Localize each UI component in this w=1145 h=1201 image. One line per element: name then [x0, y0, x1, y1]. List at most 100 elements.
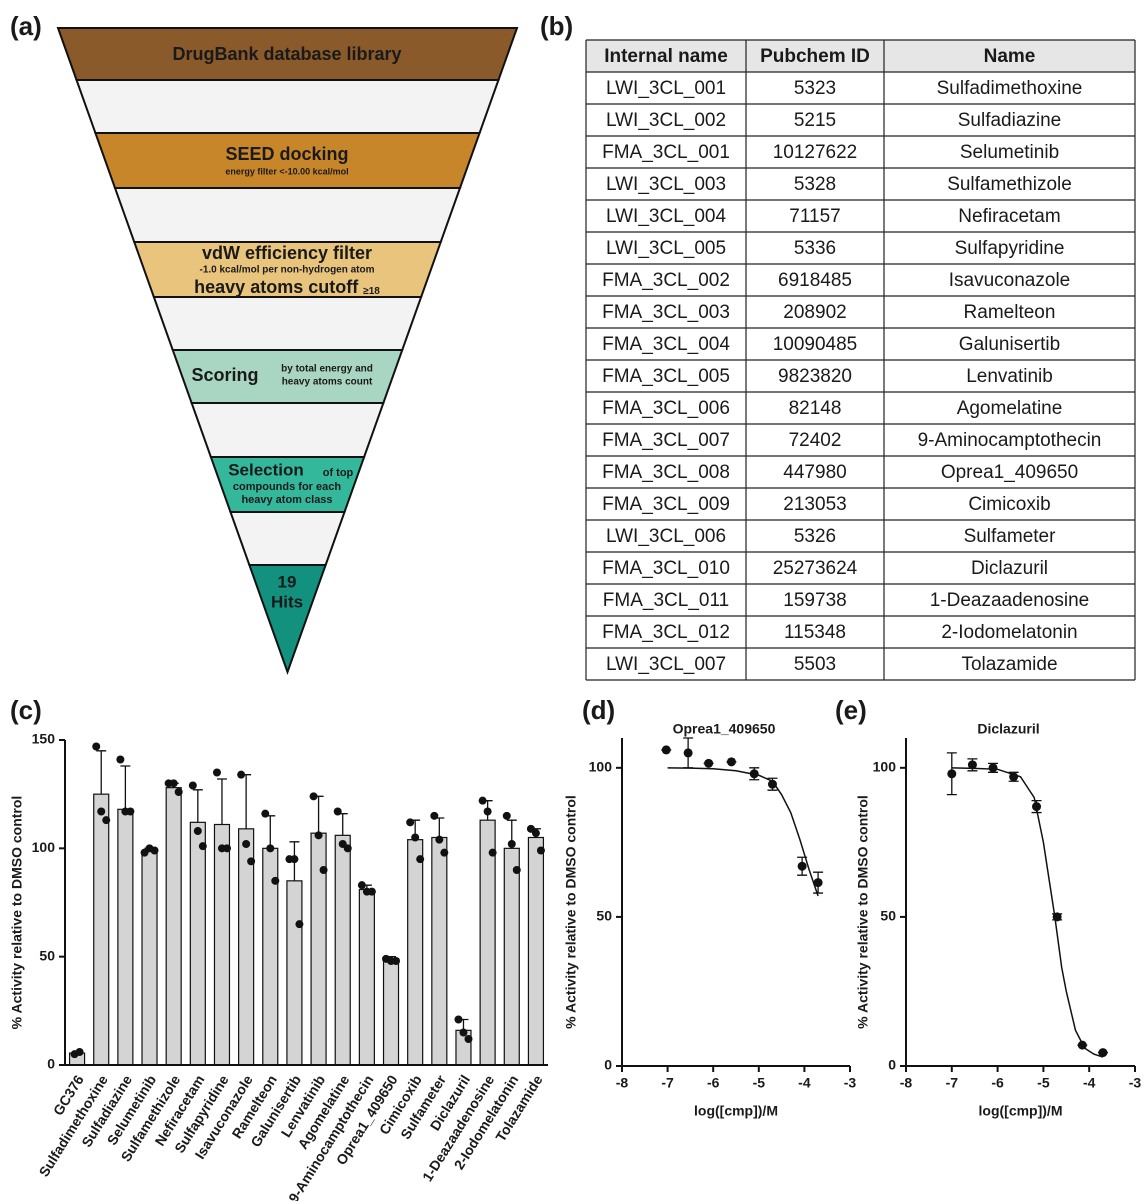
table-cell: FMA_3CL_003	[602, 302, 730, 323]
table-cell: Oprea1_409650	[941, 462, 1078, 483]
funnel-gap	[113, 187, 462, 243]
panel-label: (a)	[10, 11, 42, 41]
x-tick-label: -8	[900, 1075, 913, 1091]
chart-title: Oprea1_409650	[673, 721, 776, 737]
data-point	[683, 748, 693, 758]
y-tick-label: 100	[873, 759, 897, 775]
replicate-point	[169, 779, 178, 788]
x-tick-label: -3	[1129, 1075, 1142, 1091]
stage-note: by total energy and	[281, 364, 373, 375]
y-tick-label: 100	[32, 839, 56, 855]
bar	[479, 819, 496, 1066]
stage-title: SEED docking	[225, 144, 348, 164]
panel-label: (c)	[10, 695, 42, 725]
replicate-point	[92, 742, 101, 751]
y-tick-label: 0	[604, 1057, 612, 1073]
y-tick-label: 100	[589, 759, 613, 775]
replicate-point	[531, 829, 540, 838]
table-cell: LWI_3CL_005	[606, 238, 726, 259]
error-bar	[96, 750, 107, 795]
x-tick-label: -4	[1083, 1075, 1096, 1091]
bar	[141, 849, 158, 1066]
replicate-point	[237, 770, 246, 779]
bar	[213, 823, 231, 1066]
table-cell: Sulfadimethoxine	[937, 78, 1083, 99]
data-point	[704, 758, 714, 768]
table-cell: Selumetinib	[960, 142, 1059, 163]
table-cell: FMA_3CL_006	[602, 398, 730, 419]
x-tick-label: -6	[707, 1075, 720, 1091]
replicate-point	[319, 866, 328, 874]
replicate-point	[116, 755, 125, 764]
table-cell: 208902	[783, 302, 846, 323]
replicate-point	[174, 788, 183, 796]
stage-title: 19	[278, 572, 297, 591]
data-point	[1098, 1048, 1108, 1058]
error-bar	[120, 765, 131, 810]
table-cell: 115348	[784, 622, 846, 643]
table-cell: FMA_3CL_005	[602, 366, 730, 387]
y-tick-label: 0	[47, 1056, 55, 1072]
chart-title: Diclazuril	[977, 721, 1039, 737]
replicate-point	[333, 807, 342, 816]
table-cell: 9-Aminocamptothecin	[918, 430, 1102, 451]
table-cell: Cimicoxib	[968, 494, 1050, 515]
stage-note: Hits	[271, 592, 303, 611]
table-cell: Nefiracetam	[958, 206, 1060, 227]
data-point	[767, 779, 777, 789]
bar	[93, 793, 110, 1066]
error-bar	[337, 813, 348, 836]
replicate-point	[357, 881, 366, 890]
replicate-point	[314, 831, 323, 840]
table-cell: FMA_3CL_008	[602, 462, 730, 483]
table-cell: Diclazuril	[971, 558, 1048, 579]
y-axis-label: % Activity relative to DMSO control	[563, 795, 579, 1029]
data-point	[797, 861, 807, 871]
error-bar	[434, 817, 445, 838]
replicate-point	[416, 855, 425, 864]
table-cell: Sulfadiazine	[958, 110, 1062, 131]
table-cell: 159738	[783, 590, 846, 611]
x-tick-label: -4	[798, 1075, 811, 1091]
replicate-point	[266, 844, 275, 853]
table-cell: FMA_3CL_011	[603, 590, 729, 611]
data-point	[726, 757, 736, 767]
table-cell: Sulfapyridine	[955, 238, 1065, 259]
x-tick-label: -7	[661, 1075, 674, 1091]
replicate-point	[464, 1035, 473, 1043]
replicate-point	[411, 833, 420, 842]
replicate-point	[406, 818, 415, 827]
replicate-point	[512, 866, 521, 874]
table-cell: FMA_3CL_009	[602, 494, 730, 515]
stage-extra-sub: ≥18	[363, 286, 380, 297]
table-cell: Sulfamethizole	[947, 174, 1072, 195]
table-cell: LWI_3CL_003	[606, 174, 726, 195]
data-point	[1052, 912, 1062, 922]
table-cell: LWI_3CL_007	[606, 654, 726, 675]
table-cell: 25273624	[773, 558, 858, 579]
y-tick-label: 150	[32, 731, 56, 747]
x-axis-label: log([cmp])/M	[979, 1103, 1063, 1119]
table-cell: 5328	[794, 174, 836, 195]
funnel-gap	[190, 402, 385, 458]
stage-title: vdW efficiency filter	[202, 243, 372, 263]
table-header-bg	[586, 40, 1135, 72]
data-point	[813, 878, 823, 888]
bar	[117, 808, 134, 1066]
error-bar	[313, 795, 324, 834]
replicate-point	[367, 887, 376, 896]
funnel-stage	[247, 564, 328, 675]
table-cell: 5323	[794, 78, 836, 99]
table-cell: 5326	[794, 526, 836, 547]
table-cell: FMA_3CL_001	[602, 142, 730, 163]
table-cell: Galunisertib	[959, 334, 1060, 355]
replicate-point	[102, 816, 111, 825]
stage-extra: heavy atoms cutoff ≥18	[194, 277, 380, 297]
x-tick-label: -3	[844, 1075, 857, 1091]
stage-note: compounds for each	[233, 481, 341, 493]
replicate-point	[488, 848, 497, 857]
data-point	[1077, 1040, 1087, 1050]
replicate-point	[271, 876, 280, 885]
stage-note: of top	[323, 467, 354, 479]
table-cell: FMA_3CL_010	[602, 558, 730, 579]
